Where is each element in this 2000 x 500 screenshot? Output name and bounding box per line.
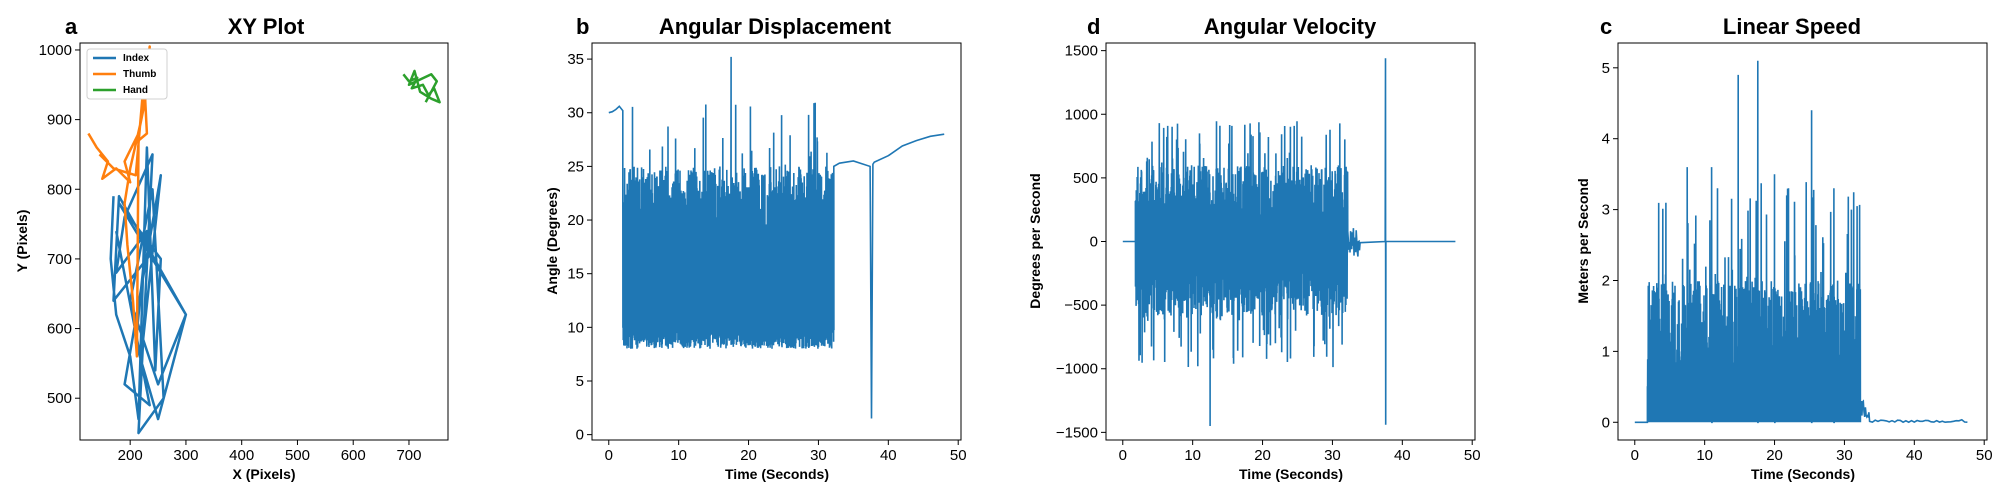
axes-frame-c	[1617, 42, 1988, 441]
series-line-angle	[608, 56, 945, 419]
y-tick-label: −500	[1064, 297, 1098, 314]
y-tick-label: 500	[1073, 170, 1098, 187]
panel-letter-d: d	[1087, 14, 1100, 39]
x-ticks-b: 0 10 20 30 40 50	[605, 440, 967, 464]
x-tick-label: 500	[285, 447, 310, 464]
y-tick-label: 20	[567, 212, 584, 229]
y-tick-label: 600	[47, 321, 72, 338]
x-tick-label: 600	[341, 447, 366, 464]
y-tick-label: −1000	[1056, 361, 1098, 378]
y-tick-label: 4	[1602, 131, 1610, 148]
y-tick-label: 5	[1602, 60, 1610, 77]
plot-area-d	[1122, 58, 1456, 427]
x-tick-label: 40	[880, 447, 897, 464]
x-tick-label: 50	[1976, 447, 1993, 464]
y-tick-label: 1	[1602, 343, 1610, 360]
x-tick-label: 20	[1766, 447, 1783, 464]
legend-box-a	[86, 48, 168, 100]
plot-area-b	[608, 56, 945, 419]
chart-title-c: Linear Speed	[1723, 14, 1861, 39]
legend-label-index: Index	[123, 53, 150, 64]
y-tick-label: 500	[47, 390, 72, 407]
x-tick-label: 50	[1464, 447, 1481, 464]
y-tick-label: 0	[1602, 414, 1610, 431]
x-tick-label: 50	[950, 447, 967, 464]
y-axis-label-c: Meters per Second	[1575, 178, 1591, 303]
x-tick-label: 30	[1324, 447, 1341, 464]
axes-frame-a	[79, 42, 449, 441]
series-line-speed	[1634, 60, 1968, 424]
y-tick-label: 15	[567, 266, 584, 283]
y-tick-label: −1500	[1056, 424, 1098, 441]
y-tick-label: 3	[1602, 202, 1610, 219]
legend-label-thumb: Thumb	[123, 69, 156, 80]
y-ticks-b: 0 5 10 15 20 25 30 35	[567, 51, 592, 444]
series-line-index	[109, 146, 188, 435]
x-tick-label: 40	[1394, 447, 1411, 464]
y-tick-label: 0	[576, 427, 584, 444]
chart-title-b: Angular Displacement	[659, 14, 892, 39]
y-tick-label: 0	[1090, 234, 1098, 251]
y-ticks-c: 0 1 2 3 4 5	[1602, 60, 1618, 431]
x-tick-label: 0	[1119, 447, 1127, 464]
y-tick-label: 25	[567, 158, 584, 175]
plot-area-a	[87, 45, 441, 435]
x-tick-label: 30	[810, 447, 827, 464]
x-tick-label: 40	[1906, 447, 1923, 464]
plot-area-c	[1634, 60, 1968, 424]
y-axis-label-b: Angle (Degrees)	[544, 187, 560, 294]
x-tick-label: 10	[670, 447, 687, 464]
x-tick-label: 400	[229, 447, 254, 464]
chart-title-a: XY Plot	[228, 14, 305, 39]
panel-letter-a: a	[65, 14, 78, 39]
y-tick-label: 5	[576, 373, 584, 390]
y-tick-label: 2	[1602, 272, 1610, 289]
x-axis-label-a: X (Pixels)	[232, 466, 295, 482]
y-tick-label: 1500	[1065, 43, 1098, 60]
chart-title-d: Angular Velocity	[1204, 14, 1377, 39]
x-tick-label: 20	[1254, 447, 1271, 464]
x-axis-label-b: Time (Seconds)	[725, 466, 829, 482]
y-tick-label: 1000	[39, 42, 72, 59]
y-tick-label: 700	[47, 251, 72, 268]
panel-letter-b: b	[576, 14, 589, 39]
y-tick-label: 10	[567, 319, 584, 336]
y-axis-label-d: Degrees per Second	[1027, 173, 1043, 308]
x-axis-label-d: Time (Seconds)	[1239, 466, 1343, 482]
legend-a: Index Thumb Hand	[86, 48, 168, 100]
y-ticks-a: 500 600 700 800 900 1000	[39, 42, 80, 407]
panel-d: d Angular Velocity 0 10 20 30 40 50 −1500 −100…	[1027, 14, 1481, 482]
x-ticks-c: 0 10 20 30 40 50	[1631, 440, 1993, 464]
x-tick-label: 0	[1631, 447, 1639, 464]
x-tick-label: 10	[1696, 447, 1713, 464]
y-tick-label: 35	[567, 51, 584, 68]
series-line-hand	[402, 69, 441, 104]
x-tick-label: 200	[118, 447, 143, 464]
panel-b: b Angular Displacement 0 10 20 30 40 50 0 5 10 1…	[544, 14, 967, 482]
y-tick-label: 800	[47, 181, 72, 198]
x-ticks-d: 0 10 20 30 40 50	[1119, 440, 1481, 464]
x-tick-label: 20	[740, 447, 757, 464]
y-tick-label: 30	[567, 105, 584, 122]
x-tick-label: 300	[173, 447, 198, 464]
panel-letter-c: c	[1600, 14, 1612, 39]
panel-c: c Linear Speed 0 10 20 30 40 50 0 1 2 3 4 5 Time (…	[1575, 14, 1993, 482]
series-line-velocity	[1122, 58, 1456, 427]
x-tick-label: 700	[396, 447, 421, 464]
panel-a: a XY Plot 200 300 400 500 600 700 500 600 700 80…	[14, 14, 449, 482]
x-tick-label: 10	[1184, 447, 1201, 464]
legend-label-hand: Hand	[123, 85, 148, 96]
series-line-thumb	[87, 45, 151, 358]
x-ticks-a: 200 300 400 500 600 700	[118, 440, 421, 464]
y-tick-label: 900	[47, 112, 72, 129]
y-tick-label: 1000	[1065, 106, 1098, 123]
y-ticks-d: −1500 −1000 −500 0 500 1000 1500	[1056, 43, 1106, 441]
x-axis-label-c: Time (Seconds)	[1751, 466, 1855, 482]
x-tick-label: 30	[1836, 447, 1853, 464]
axes-frame-b	[591, 42, 962, 441]
x-tick-label: 0	[605, 447, 613, 464]
y-axis-label-a: Y (Pixels)	[14, 210, 30, 273]
